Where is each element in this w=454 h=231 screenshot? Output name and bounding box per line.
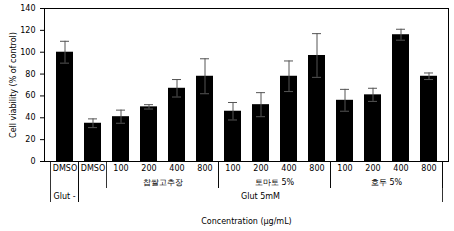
svg-text:호두 5%: 호두 5% — [371, 178, 403, 187]
svg-text:120: 120 — [20, 26, 35, 35]
svg-text:800: 800 — [421, 164, 436, 173]
svg-text:100: 100 — [113, 164, 128, 173]
svg-text:100: 100 — [20, 48, 35, 57]
svg-text:800: 800 — [309, 164, 324, 173]
svg-text:DMSO: DMSO — [81, 164, 105, 173]
svg-text:80: 80 — [25, 70, 35, 79]
svg-text:200: 200 — [253, 164, 268, 173]
svg-text:100: 100 — [225, 164, 240, 173]
svg-text:Cell viability (% of control): Cell viability (% of control) — [9, 32, 18, 138]
svg-text:40: 40 — [25, 113, 35, 122]
svg-text:400: 400 — [281, 164, 296, 173]
svg-text:Concentration (μg/mL): Concentration (μg/mL) — [201, 217, 292, 226]
svg-text:800: 800 — [197, 164, 212, 173]
svg-text:200: 200 — [141, 164, 156, 173]
svg-text:200: 200 — [365, 164, 380, 173]
svg-text:400: 400 — [169, 164, 184, 173]
svg-text:DMSO: DMSO — [53, 164, 77, 173]
svg-text:20: 20 — [25, 135, 35, 144]
svg-text:토마토 5%: 토마토 5% — [255, 178, 295, 187]
svg-text:Glut 5mM: Glut 5mM — [241, 192, 280, 201]
svg-text:100: 100 — [337, 164, 352, 173]
svg-text:0: 0 — [30, 157, 35, 166]
svg-text:찹쌀고추장: 찹쌀고추장 — [143, 178, 183, 187]
svg-text:Glut -: Glut - — [53, 192, 75, 201]
svg-text:60: 60 — [25, 91, 35, 100]
svg-text:400: 400 — [393, 164, 408, 173]
svg-text:140: 140 — [20, 4, 35, 13]
